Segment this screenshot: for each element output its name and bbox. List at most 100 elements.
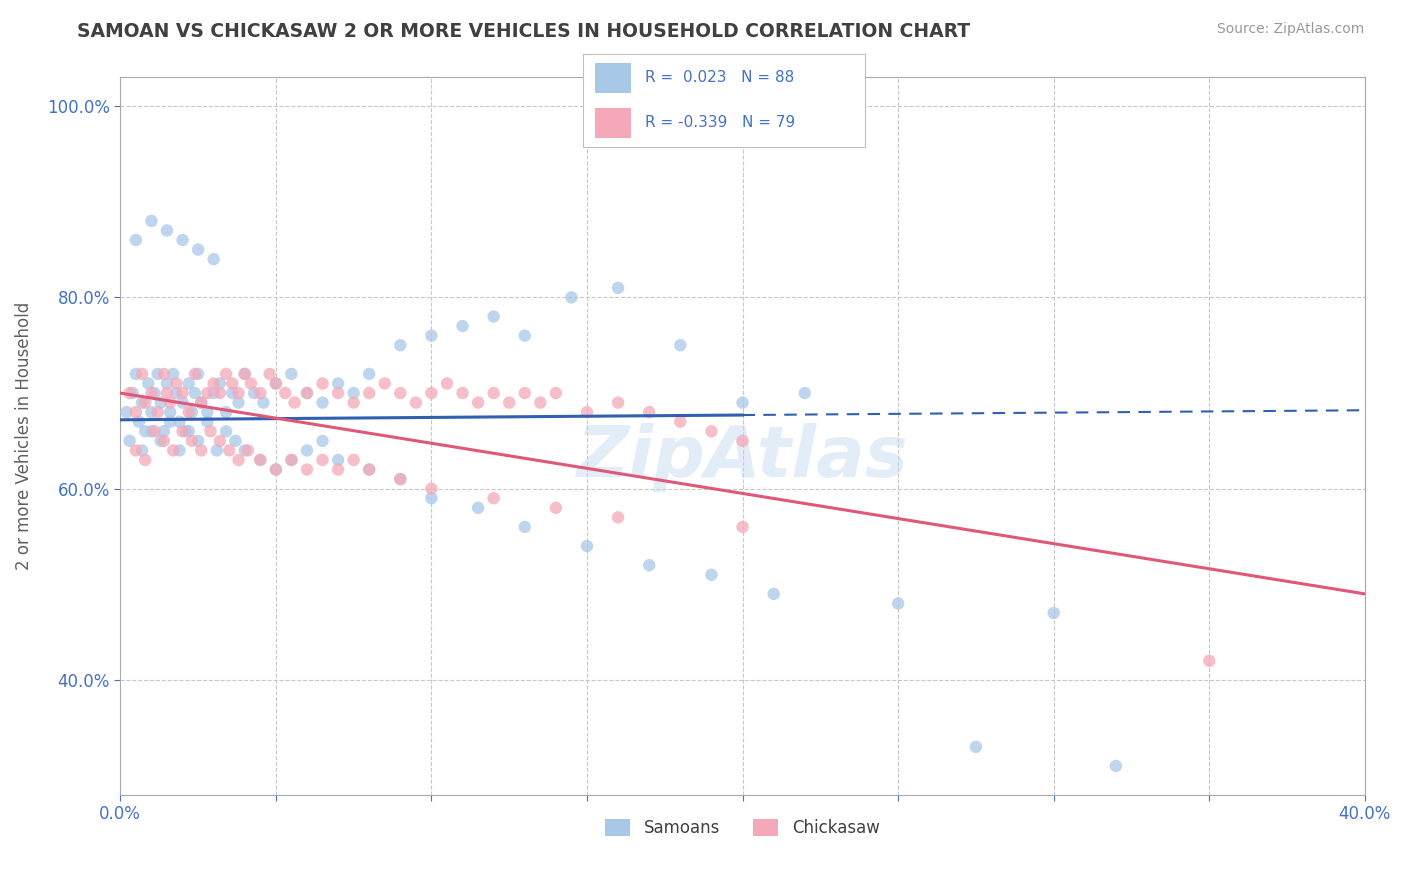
Point	[177, 405, 200, 419]
Point	[311, 376, 333, 391]
Point	[343, 395, 366, 409]
Point	[264, 462, 287, 476]
Point	[482, 386, 505, 401]
Point	[389, 472, 412, 486]
Text: Source: ZipAtlas.com: Source: ZipAtlas.com	[1216, 22, 1364, 37]
Point	[177, 376, 200, 391]
Point	[202, 386, 225, 401]
Point	[280, 453, 302, 467]
Point	[731, 395, 754, 409]
Point	[125, 405, 148, 419]
Point	[156, 376, 179, 391]
Point	[134, 453, 156, 467]
Point	[149, 434, 172, 448]
Point	[249, 386, 271, 401]
Point	[184, 367, 207, 381]
Point	[326, 453, 349, 467]
Point	[221, 386, 243, 401]
Point	[374, 376, 396, 391]
Y-axis label: 2 or more Vehicles in Household: 2 or more Vehicles in Household	[15, 302, 32, 570]
Point	[451, 386, 474, 401]
Point	[575, 405, 598, 419]
Point	[249, 453, 271, 467]
Point	[560, 290, 582, 304]
Point	[197, 415, 219, 429]
Point	[224, 434, 246, 448]
Point	[1042, 606, 1064, 620]
Point	[295, 443, 318, 458]
Point	[218, 443, 240, 458]
Point	[134, 425, 156, 439]
Point	[544, 500, 567, 515]
Point	[762, 587, 785, 601]
Point	[205, 443, 228, 458]
Point	[156, 386, 179, 401]
Point	[1198, 654, 1220, 668]
Point	[311, 395, 333, 409]
Point	[343, 453, 366, 467]
Point	[731, 434, 754, 448]
Point	[264, 376, 287, 391]
Point	[141, 405, 163, 419]
Point	[159, 395, 181, 409]
Point	[467, 500, 489, 515]
Point	[359, 367, 381, 381]
Point	[202, 376, 225, 391]
Point	[669, 415, 692, 429]
Point	[165, 386, 187, 401]
Point	[326, 386, 349, 401]
Point	[172, 425, 194, 439]
Point	[264, 462, 287, 476]
Point	[887, 596, 910, 610]
Point	[1105, 759, 1128, 773]
Point	[669, 338, 692, 352]
Point	[233, 367, 256, 381]
Point	[197, 386, 219, 401]
Point	[131, 395, 153, 409]
Point	[187, 367, 209, 381]
Point	[208, 386, 231, 401]
Point	[700, 425, 723, 439]
Point	[295, 462, 318, 476]
Point	[153, 367, 176, 381]
Point	[215, 425, 238, 439]
Point	[159, 405, 181, 419]
Point	[221, 376, 243, 391]
Point	[343, 386, 366, 401]
Point	[252, 395, 274, 409]
Point	[243, 386, 266, 401]
Point	[190, 443, 212, 458]
Point	[141, 425, 163, 439]
Text: R = -0.339   N = 79: R = -0.339 N = 79	[645, 115, 796, 130]
Point	[359, 462, 381, 476]
Point	[200, 425, 222, 439]
Point	[280, 453, 302, 467]
Point	[131, 443, 153, 458]
Point	[215, 367, 238, 381]
Point	[118, 386, 141, 401]
Point	[283, 395, 305, 409]
Point	[467, 395, 489, 409]
Point	[228, 386, 250, 401]
Point	[169, 443, 191, 458]
Point	[172, 233, 194, 247]
Point	[311, 434, 333, 448]
Text: SAMOAN VS CHICKASAW 2 OR MORE VEHICLES IN HOUSEHOLD CORRELATION CHART: SAMOAN VS CHICKASAW 2 OR MORE VEHICLES I…	[77, 22, 970, 41]
Point	[793, 386, 815, 401]
Point	[607, 281, 630, 295]
Point	[420, 491, 443, 506]
Point	[638, 405, 661, 419]
Point	[228, 395, 250, 409]
Point	[141, 214, 163, 228]
Bar	[595, 63, 631, 93]
Point	[529, 395, 551, 409]
Point	[295, 386, 318, 401]
Text: ZipAtlas: ZipAtlas	[576, 423, 908, 492]
Point	[389, 472, 412, 486]
Point	[187, 243, 209, 257]
Point	[311, 453, 333, 467]
Point	[215, 405, 238, 419]
Point	[389, 386, 412, 401]
Point	[240, 376, 263, 391]
Point	[174, 425, 197, 439]
